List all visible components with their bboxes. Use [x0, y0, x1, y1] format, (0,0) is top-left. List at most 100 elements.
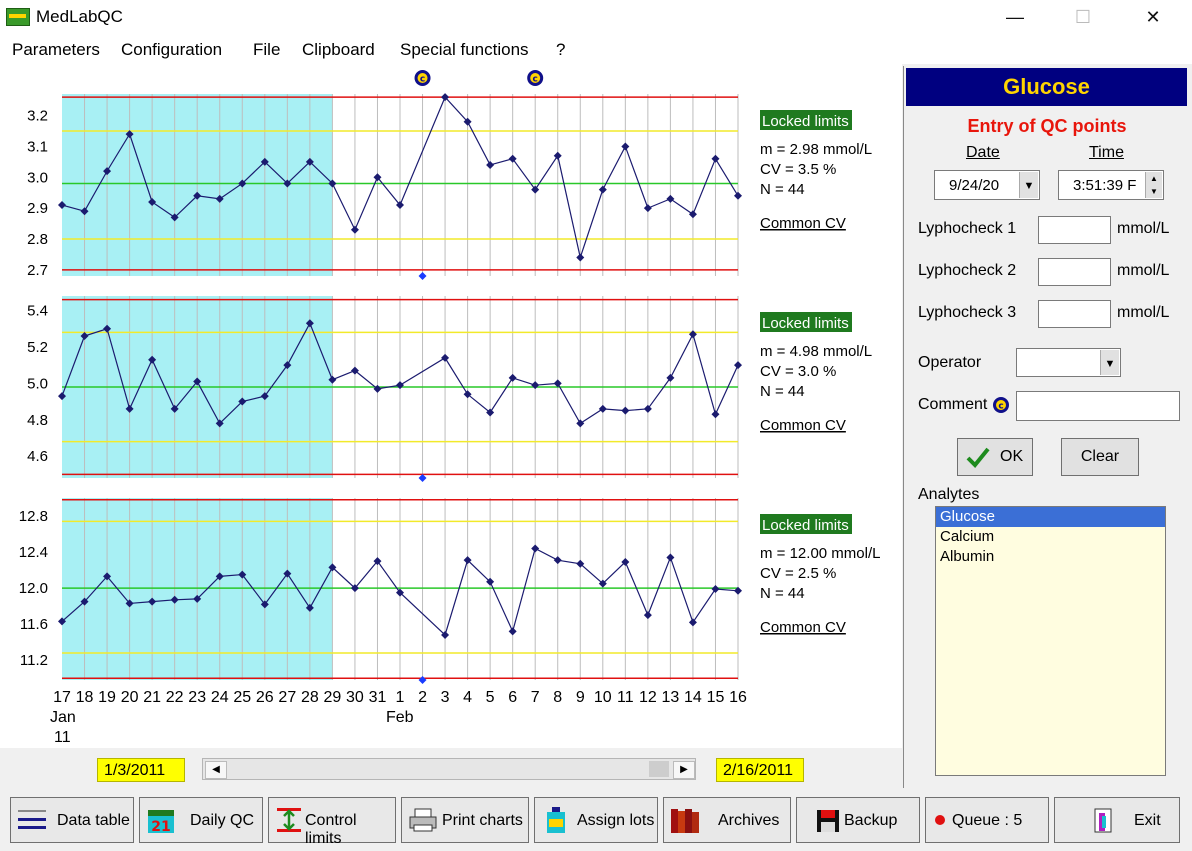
- y-tick-label: 4.6: [27, 448, 48, 465]
- menu-parameters[interactable]: Parameters: [12, 40, 100, 59]
- qc-point: [193, 191, 202, 200]
- exit-button[interactable]: Exit: [1054, 797, 1180, 843]
- minimize-button[interactable]: —: [1006, 7, 1024, 27]
- daily-qc-label: Daily QC: [190, 812, 255, 829]
- backup-button[interactable]: Backup: [796, 797, 920, 843]
- level2-input[interactable]: [1038, 258, 1111, 286]
- common-cv-link[interactable]: Common CV: [760, 619, 846, 636]
- time-field[interactable]: 3:51:39 F ▲ ▼: [1058, 170, 1164, 200]
- qc-point: [688, 618, 697, 627]
- range-end-date[interactable]: 2/16/2011: [716, 758, 804, 782]
- queue-button[interactable]: Queue : 5: [925, 797, 1049, 843]
- qc-point: [125, 130, 134, 139]
- operator-select[interactable]: ▼: [1016, 348, 1121, 377]
- bottom-toolbar: Data table 21 Daily QC Control limits Pr…: [0, 788, 1192, 851]
- analytes-label: Analytes: [918, 486, 980, 503]
- date-picker[interactable]: 9/24/20 ▼: [934, 170, 1040, 200]
- ok-button[interactable]: OK: [957, 438, 1033, 476]
- qc-point: [215, 419, 224, 428]
- y-tick-label: 3.2: [27, 108, 48, 125]
- list-item-calcium[interactable]: Calcium: [940, 528, 995, 545]
- menu-special-functions[interactable]: Special functions: [400, 40, 529, 59]
- time-value: 3:51:39 F: [1073, 177, 1137, 194]
- date-label: Date: [966, 144, 1000, 161]
- month-label-jan: Jan: [50, 709, 76, 726]
- exit-label: Exit: [1134, 812, 1161, 829]
- stat-n: N = 44: [760, 585, 805, 602]
- level3-input[interactable]: [1038, 300, 1111, 328]
- menu-configuration[interactable]: Configuration: [121, 40, 223, 59]
- maximize-button[interactable]: ☐: [1074, 7, 1092, 27]
- date-range-strip: 1/3/2011 ◀ ▶ 2/16/2011: [0, 748, 902, 788]
- x-tick-label: 19: [98, 689, 116, 706]
- chevron-down-icon[interactable]: ▼: [1100, 350, 1119, 375]
- qc-point: [305, 157, 314, 166]
- close-button[interactable]: ✕: [1145, 7, 1161, 27]
- range-start-date[interactable]: 1/3/2011: [97, 758, 185, 782]
- time-spinner-icon[interactable]: ▲ ▼: [1145, 172, 1162, 198]
- control-limits-button[interactable]: Control limits: [268, 797, 396, 847]
- qc-point: [215, 194, 224, 203]
- qc-series-line: [61, 95, 739, 260]
- chevron-down-icon[interactable]: ▼: [1019, 172, 1038, 198]
- qc-point: [260, 392, 269, 401]
- qc-point: [238, 570, 247, 579]
- y-tick-label: 3.0: [27, 169, 48, 186]
- levey-jennings-charts[interactable]: 3.2 3.1 3.0 2.9 2.8 2.7 Locked limits m = 2.98 …: [0, 64, 902, 748]
- level1-input[interactable]: [1038, 216, 1111, 244]
- list-item-glucose[interactable]: Glucose: [936, 507, 1165, 527]
- scroll-thumb[interactable]: [649, 761, 669, 777]
- archives-button[interactable]: Archives: [663, 797, 791, 843]
- menu-clipboard[interactable]: Clipboard: [302, 40, 375, 59]
- y-tick-label: 11.2: [20, 652, 48, 669]
- common-cv-link[interactable]: Common CV: [760, 215, 846, 232]
- x-tick-label: 30: [346, 689, 364, 706]
- title-bar: MedLabQC — ☐ ✕: [0, 0, 1192, 34]
- qc-point: [621, 406, 630, 415]
- comment-input[interactable]: [1016, 391, 1180, 421]
- qc-point: [58, 392, 66, 401]
- qc-point: [531, 381, 540, 390]
- qc-point: [688, 330, 697, 339]
- daily-qc-button[interactable]: 21 Daily QC: [139, 797, 263, 843]
- comment-c-icon: c: [993, 397, 1009, 413]
- level1-label: Lyphocheck 1: [918, 220, 1017, 237]
- qc-point: [576, 253, 585, 262]
- qc-point: [688, 210, 697, 219]
- qc-point: [328, 563, 337, 572]
- chart-horizontal-scrollbar[interactable]: ◀ ▶: [202, 758, 696, 780]
- x-tick-label: 2: [418, 689, 427, 706]
- qc-point: [193, 594, 202, 603]
- locked-limits-badge: [760, 312, 852, 332]
- qc-point: [486, 160, 495, 169]
- stat-cv: CV = 3.5 %: [760, 161, 836, 178]
- x-tick-label: 23: [188, 689, 206, 706]
- qc-point: [486, 577, 495, 586]
- current-date-marker: [418, 474, 427, 482]
- scroll-right-icon[interactable]: ▶: [673, 761, 695, 779]
- scroll-left-icon[interactable]: ◀: [205, 761, 227, 779]
- qc-point: [80, 597, 89, 606]
- clear-button[interactable]: Clear: [1061, 438, 1139, 476]
- checkmark-icon: [966, 447, 990, 468]
- common-cv-link[interactable]: Common CV: [760, 417, 846, 434]
- qc-point: [305, 603, 314, 612]
- y-tick-label: 5.2: [27, 339, 48, 356]
- qc-point: [58, 201, 66, 210]
- assign-lots-button[interactable]: Assign lots: [534, 797, 658, 843]
- list-item-albumin[interactable]: Albumin: [940, 548, 995, 565]
- date-value: 9/24/20: [949, 177, 1000, 194]
- ok-label: OK: [1000, 448, 1024, 465]
- menu-help[interactable]: ?: [556, 40, 566, 59]
- analytes-list[interactable]: Glucose Calcium Albumin: [935, 506, 1166, 776]
- stat-m: m = 4.98 mmol/L: [760, 343, 872, 360]
- stat-cv: CV = 3.0 %: [760, 363, 836, 380]
- menu-file[interactable]: File: [253, 40, 281, 59]
- medlabqc-logo-icon: [6, 8, 30, 26]
- data-table-button[interactable]: Data table: [10, 797, 134, 843]
- x-tick-label: 17: [53, 689, 71, 706]
- qc-point: [148, 355, 157, 364]
- qc-point: [396, 588, 404, 597]
- printer-icon: [409, 808, 437, 832]
- print-charts-button[interactable]: Print charts: [401, 797, 529, 843]
